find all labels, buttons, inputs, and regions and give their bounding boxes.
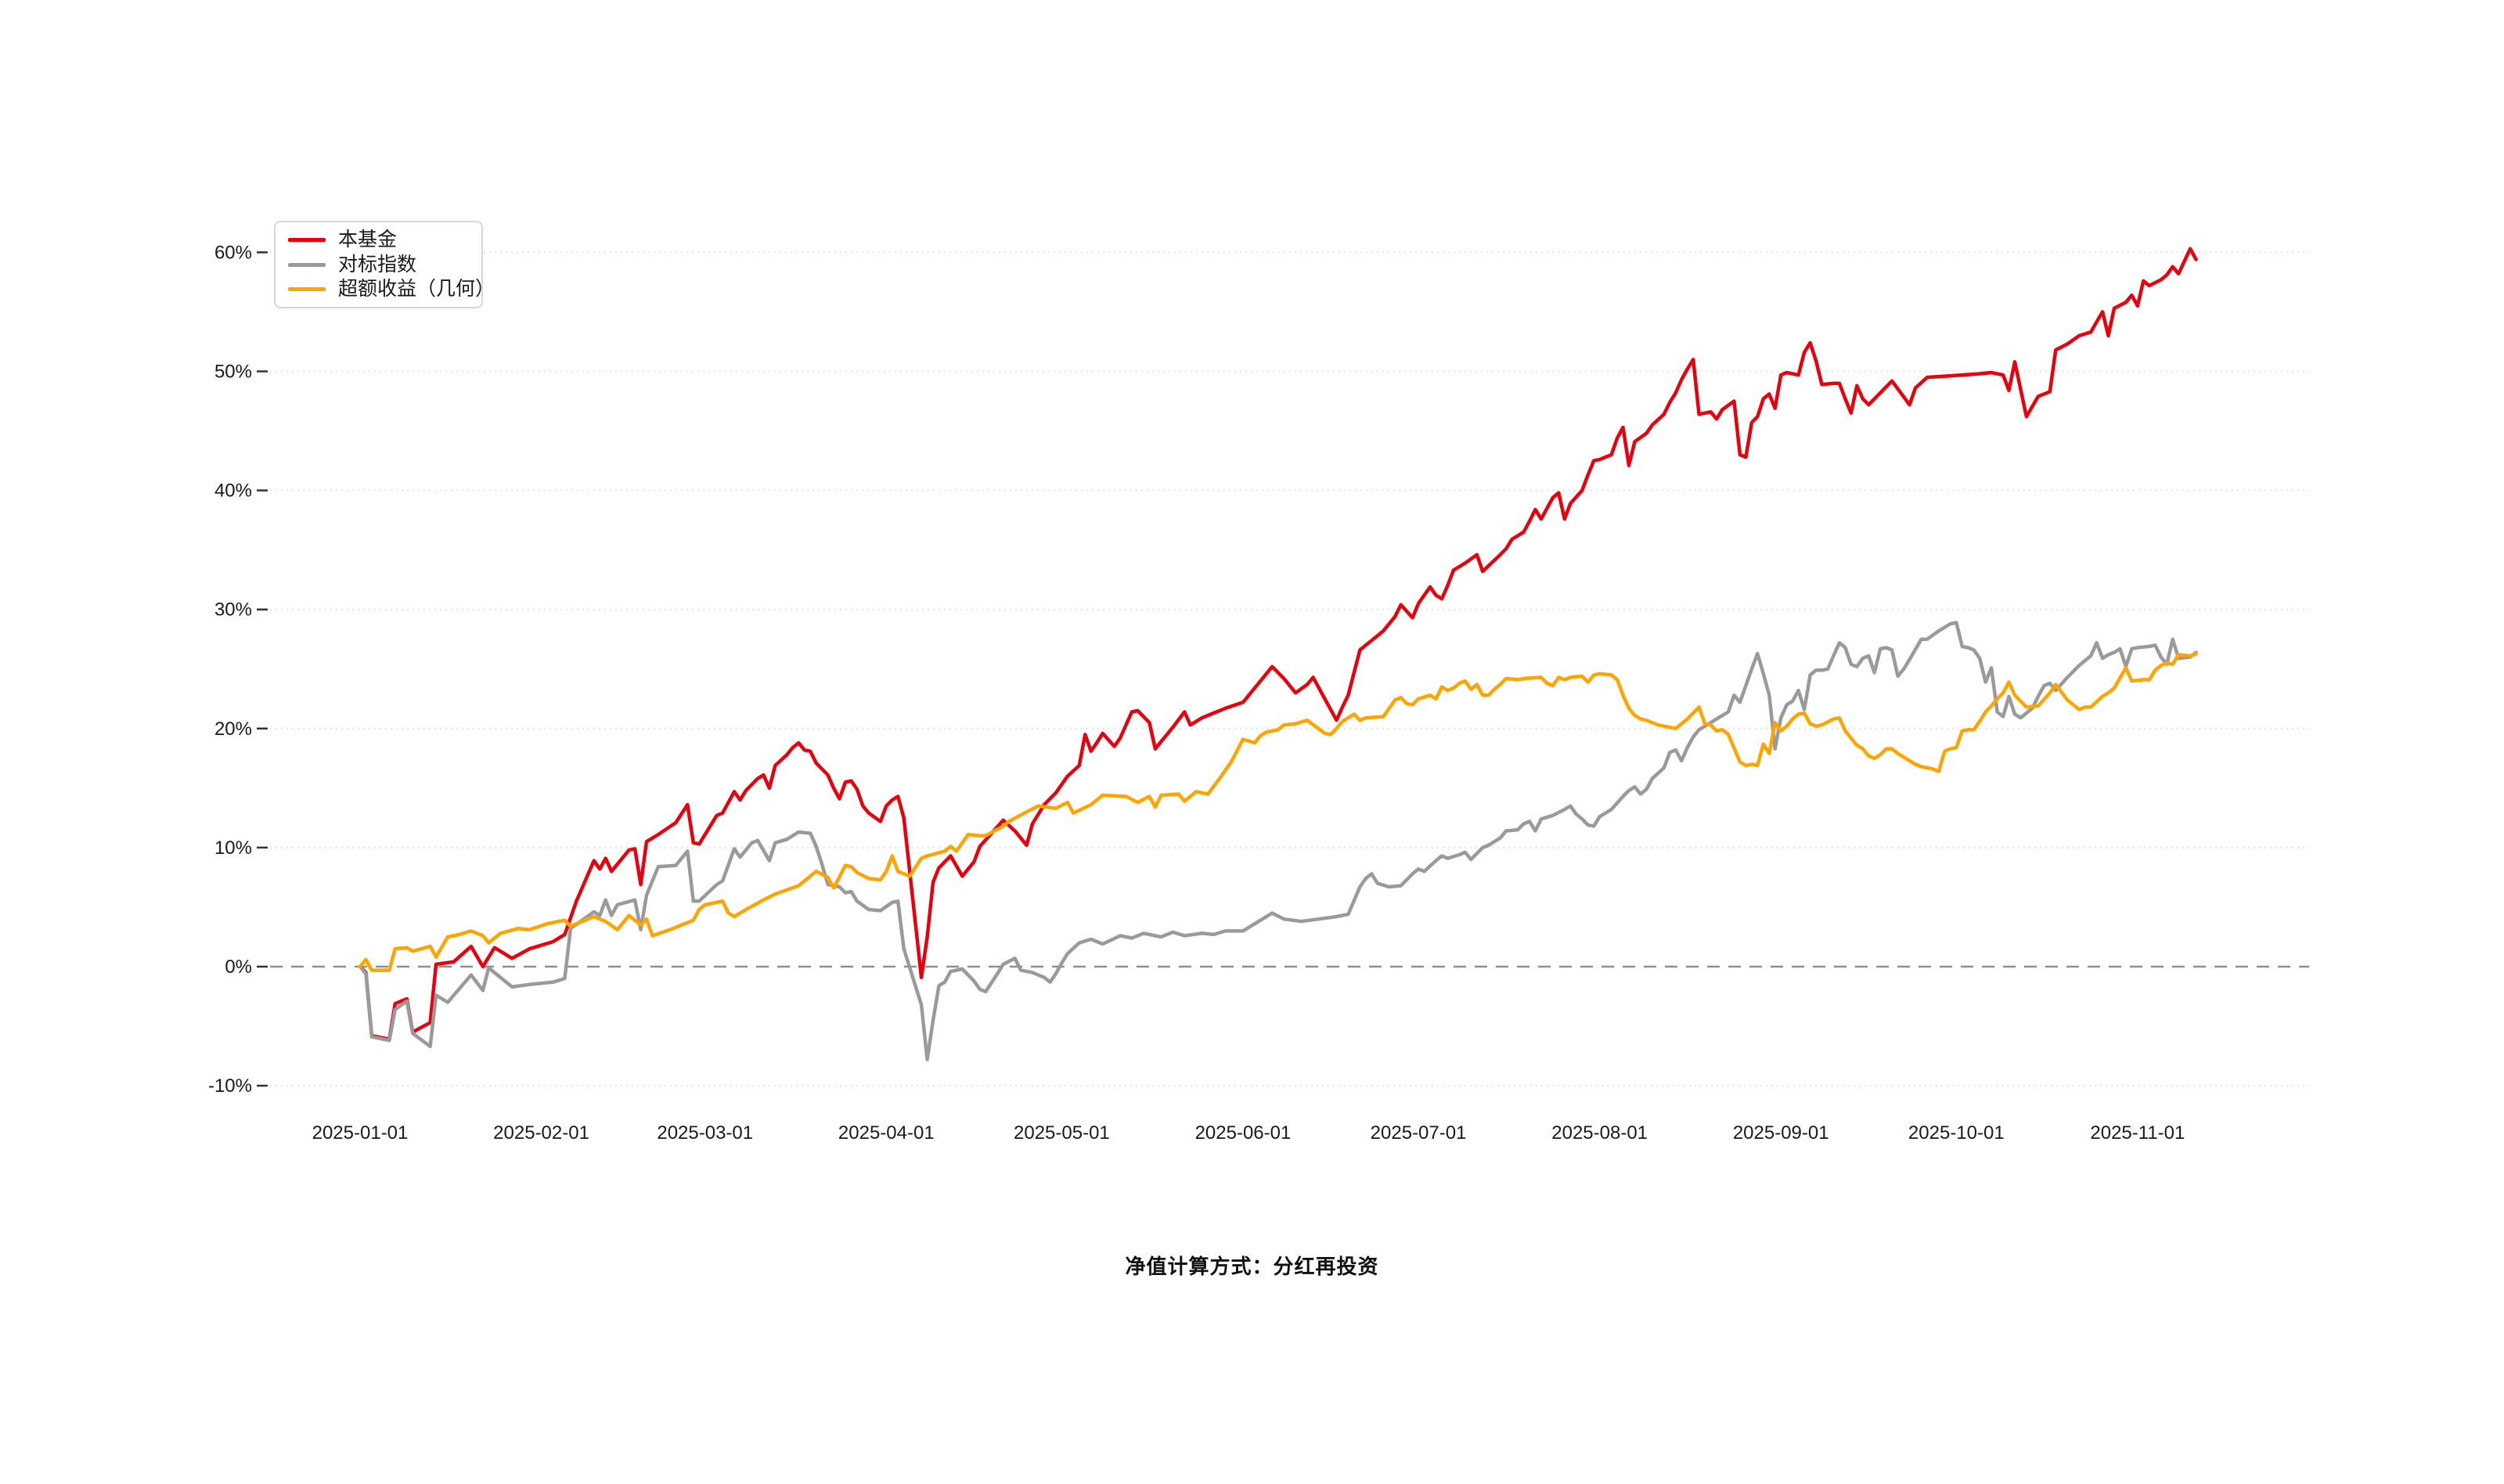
svg-text:2025-10-01: 2025-10-01 <box>1908 1122 2005 1144</box>
legend: 本基金 对标指数 超额收益（几何） <box>274 221 495 308</box>
excess-line-swatch-icon <box>288 286 326 291</box>
svg-text:-10%: -10% <box>208 1075 252 1097</box>
svg-text:40%: 40% <box>214 481 252 502</box>
svg-text:2025-01-01: 2025-01-01 <box>312 1122 409 1144</box>
series-lines <box>358 247 2198 1061</box>
legend-label-excess: 超额收益（几何） <box>338 277 495 300</box>
benchmark-line-swatch-icon <box>288 262 326 267</box>
x-axis-labels: 2025-01-01 2025-02-01 2025-03-01 2025-04-01… <box>312 1122 2185 1144</box>
fund-line-swatch-icon <box>288 238 326 243</box>
svg-text:10%: 10% <box>214 837 252 859</box>
svg-text:20%: 20% <box>214 719 252 740</box>
svg-text:2025-07-01: 2025-07-01 <box>1371 1122 1467 1144</box>
svg-text:30%: 30% <box>214 600 252 621</box>
svg-text:2025-05-01: 2025-05-01 <box>1014 1122 1110 1144</box>
legend-label-benchmark: 对标指数 <box>338 253 417 276</box>
svg-text:2025-06-01: 2025-06-01 <box>1195 1122 1292 1144</box>
nav-calculation-caption: 净值计算方式：分红再投资 <box>1125 1255 1379 1278</box>
legend-item-fund[interactable]: 本基金 <box>276 230 481 250</box>
svg-text:2025-02-01: 2025-02-01 <box>493 1122 589 1144</box>
svg-text:2025-03-01: 2025-03-01 <box>657 1122 753 1144</box>
svg-text:2025-11-01: 2025-11-01 <box>2090 1122 2185 1144</box>
gridlines <box>270 251 2309 1087</box>
legend-item-benchmark[interactable]: 对标指数 <box>276 253 481 276</box>
legend-label-fund: 本基金 <box>338 229 398 251</box>
y-axis-labels: 60% 50% 40% 30% 20% 10% 0% -10% <box>208 242 268 1097</box>
svg-text:2025-04-01: 2025-04-01 <box>838 1122 935 1144</box>
legend-item-excess[interactable]: 超额收益（几何） <box>276 279 495 299</box>
svg-text:2025-09-01: 2025-09-01 <box>1733 1122 1829 1144</box>
svg-text:60%: 60% <box>214 242 252 263</box>
svg-text:50%: 50% <box>214 362 252 383</box>
svg-text:0%: 0% <box>225 956 252 978</box>
svg-text:2025-08-01: 2025-08-01 <box>1551 1122 1648 1144</box>
